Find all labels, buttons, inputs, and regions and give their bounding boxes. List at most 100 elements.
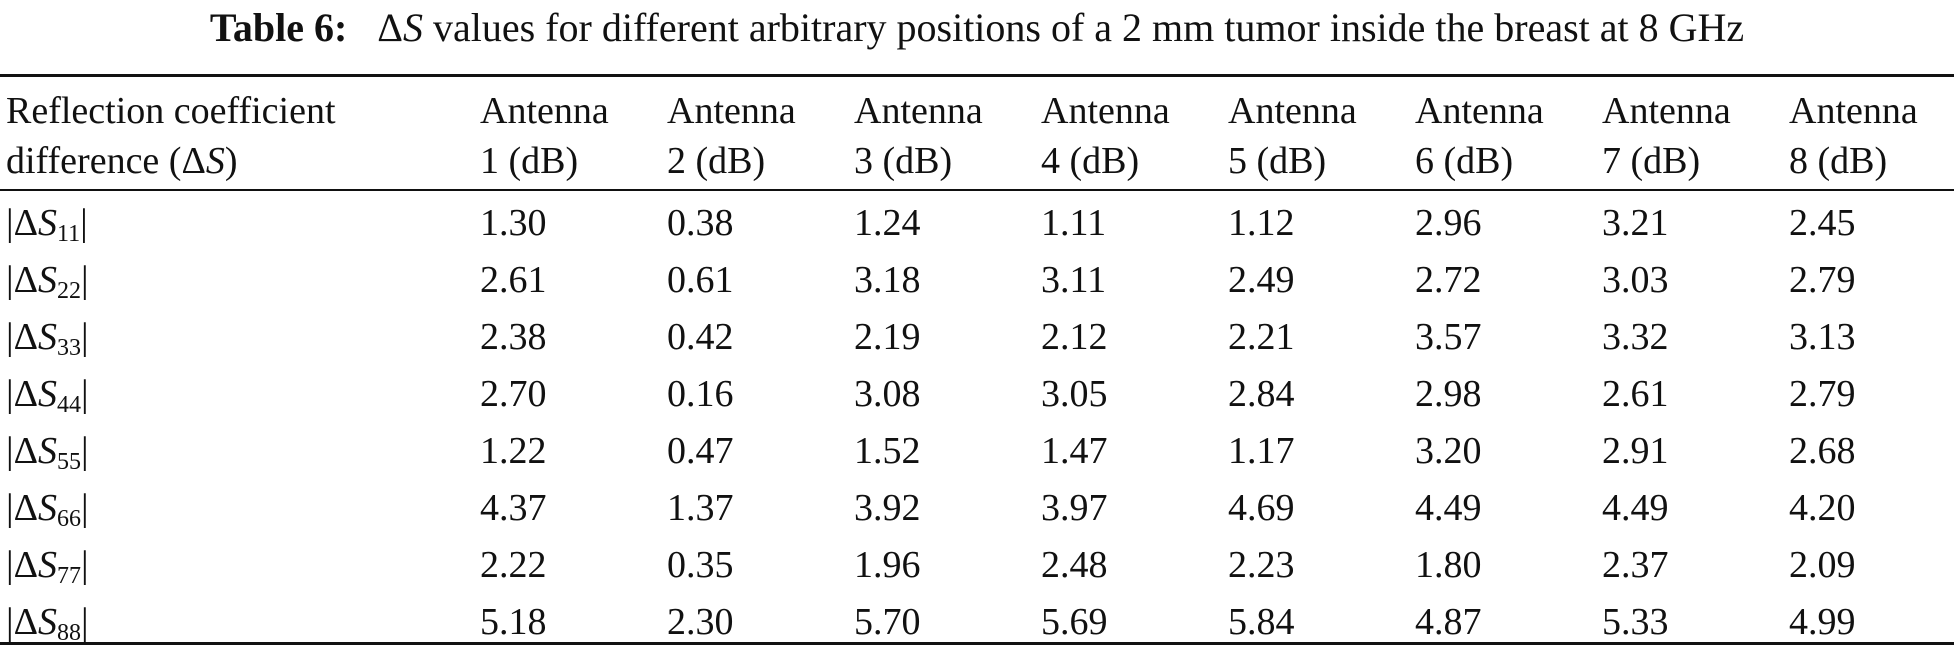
value-antenna-5: 2.84 <box>1228 373 1295 415</box>
value-antenna-8: 4.20 <box>1789 487 1856 529</box>
header-antenna-line1: Antenna <box>1228 90 1357 132</box>
value-antenna-6: 2.98 <box>1415 373 1482 415</box>
row-label: |ΔS11| <box>6 202 88 247</box>
caption-symbol: S <box>403 5 424 50</box>
header-antenna-line1: Antenna <box>1789 90 1918 132</box>
value-antenna-1: 5.18 <box>480 601 547 643</box>
value-antenna-2: 0.16 <box>667 373 734 415</box>
value-antenna-2: 0.38 <box>667 202 734 244</box>
value-antenna-5: 1.17 <box>1228 430 1295 472</box>
header-antenna-1: Antenna 1 (dB) <box>480 86 609 186</box>
header-antenna-line2: 5 (dB) <box>1228 140 1327 182</box>
value-antenna-2: 0.42 <box>667 316 734 358</box>
value-antenna-6: 3.20 <box>1415 430 1482 472</box>
value-antenna-3: 3.18 <box>854 259 921 301</box>
value-antenna-5: 2.21 <box>1228 316 1295 358</box>
header-antenna-line2: 4 (dB) <box>1041 140 1140 182</box>
caption-text: values for different arbitrary positions… <box>423 5 1745 50</box>
table-row: |ΔS33| 2.38 0.42 2.19 2.12 2.21 3.57 3.3… <box>0 309 1954 366</box>
value-antenna-3: 1.96 <box>854 544 921 586</box>
header-antenna-line2: 3 (dB) <box>854 140 953 182</box>
table-row: |ΔS66| 4.37 1.37 3.92 3.97 4.69 4.49 4.4… <box>0 480 1954 537</box>
table-row: |ΔS88| 5.18 2.30 5.70 5.69 5.84 4.87 5.3… <box>0 594 1954 651</box>
value-antenna-7: 5.33 <box>1602 601 1669 643</box>
header-first-col-prefix: difference (Δ <box>6 140 206 182</box>
row-label: |ΔS55| <box>6 430 89 475</box>
value-antenna-2: 1.37 <box>667 487 734 529</box>
value-antenna-8: 2.45 <box>1789 202 1856 244</box>
value-antenna-3: 1.24 <box>854 202 921 244</box>
header-antenna-line2: 8 (dB) <box>1789 140 1888 182</box>
value-antenna-7: 2.37 <box>1602 544 1669 586</box>
header-antenna-line2: 6 (dB) <box>1415 140 1514 182</box>
header-antenna-line2: 7 (dB) <box>1602 140 1701 182</box>
value-antenna-6: 2.96 <box>1415 202 1482 244</box>
header-antenna-line1: Antenna <box>667 90 796 132</box>
header-antenna-line1: Antenna <box>480 90 609 132</box>
value-antenna-1: 1.22 <box>480 430 547 472</box>
value-antenna-7: 3.03 <box>1602 259 1669 301</box>
header-antenna-line2: 2 (dB) <box>667 140 766 182</box>
value-antenna-3: 1.52 <box>854 430 921 472</box>
value-antenna-5: 4.69 <box>1228 487 1295 529</box>
value-antenna-7: 3.32 <box>1602 316 1669 358</box>
table-caption: Table 6: ΔS values for different arbitra… <box>0 2 1954 54</box>
value-antenna-4: 1.11 <box>1041 202 1107 244</box>
value-antenna-5: 5.84 <box>1228 601 1295 643</box>
header-antenna-8: Antenna 8 (dB) <box>1789 86 1918 186</box>
value-antenna-4: 3.05 <box>1041 373 1108 415</box>
value-antenna-8: 3.13 <box>1789 316 1856 358</box>
value-antenna-6: 4.87 <box>1415 601 1482 643</box>
table-row: |ΔS11| 1.30 0.38 1.24 1.11 1.12 2.96 3.2… <box>0 195 1954 252</box>
value-antenna-8: 4.99 <box>1789 601 1856 643</box>
header-first-column: Reflection coefficient difference (ΔS) <box>6 86 336 186</box>
header-antenna-7: Antenna 7 (dB) <box>1602 86 1731 186</box>
value-antenna-1: 2.38 <box>480 316 547 358</box>
value-antenna-2: 0.47 <box>667 430 734 472</box>
header-first-col-line2: difference (ΔS) <box>6 136 336 186</box>
value-antenna-4: 2.12 <box>1041 316 1108 358</box>
table-row: |ΔS55| 1.22 0.47 1.52 1.47 1.17 3.20 2.9… <box>0 423 1954 480</box>
value-antenna-6: 4.49 <box>1415 487 1482 529</box>
header-antenna-4: Antenna 4 (dB) <box>1041 86 1170 186</box>
value-antenna-8: 2.79 <box>1789 259 1856 301</box>
value-antenna-4: 3.97 <box>1041 487 1108 529</box>
value-antenna-6: 1.80 <box>1415 544 1482 586</box>
value-antenna-8: 2.68 <box>1789 430 1856 472</box>
row-label: |ΔS22| <box>6 259 89 304</box>
header-antenna-line1: Antenna <box>1602 90 1731 132</box>
header-first-col-symbol: S <box>205 140 225 182</box>
value-antenna-6: 3.57 <box>1415 316 1482 358</box>
value-antenna-1: 2.61 <box>480 259 547 301</box>
table-number-label: Table 6: <box>209 5 348 50</box>
value-antenna-1: 4.37 <box>480 487 547 529</box>
value-antenna-1: 2.70 <box>480 373 547 415</box>
header-antenna-6: Antenna 6 (dB) <box>1415 86 1544 186</box>
header-first-col-suffix: ) <box>224 140 238 182</box>
value-antenna-7: 4.49 <box>1602 487 1669 529</box>
value-antenna-3: 5.70 <box>854 601 921 643</box>
table-bottom-rule <box>0 642 1954 645</box>
row-label: |ΔS33| <box>6 316 89 361</box>
row-label: |ΔS88| <box>6 601 89 646</box>
value-antenna-2: 0.35 <box>667 544 734 586</box>
row-label: |ΔS44| <box>6 373 89 418</box>
header-antenna-3: Antenna 3 (dB) <box>854 86 983 186</box>
value-antenna-1: 1.30 <box>480 202 547 244</box>
table-row: |ΔS77| 2.22 0.35 1.96 2.48 2.23 1.80 2.3… <box>0 537 1954 594</box>
table-header-rule <box>0 189 1954 191</box>
header-first-col-line1: Reflection coefficient <box>6 90 336 132</box>
value-antenna-1: 2.22 <box>480 544 547 586</box>
value-antenna-5: 2.49 <box>1228 259 1295 301</box>
value-antenna-4: 1.47 <box>1041 430 1108 472</box>
value-antenna-8: 2.09 <box>1789 544 1856 586</box>
table-row: |ΔS44| 2.70 0.16 3.08 3.05 2.84 2.98 2.6… <box>0 366 1954 423</box>
table-row: |ΔS22| 2.61 0.61 3.18 3.11 2.49 2.72 3.0… <box>0 252 1954 309</box>
value-antenna-2: 0.61 <box>667 259 734 301</box>
header-antenna-line1: Antenna <box>1041 90 1170 132</box>
value-antenna-5: 2.23 <box>1228 544 1295 586</box>
header-antenna-line1: Antenna <box>1415 90 1544 132</box>
row-label: |ΔS66| <box>6 487 89 532</box>
value-antenna-3: 2.19 <box>854 316 921 358</box>
table-top-rule <box>0 74 1954 77</box>
